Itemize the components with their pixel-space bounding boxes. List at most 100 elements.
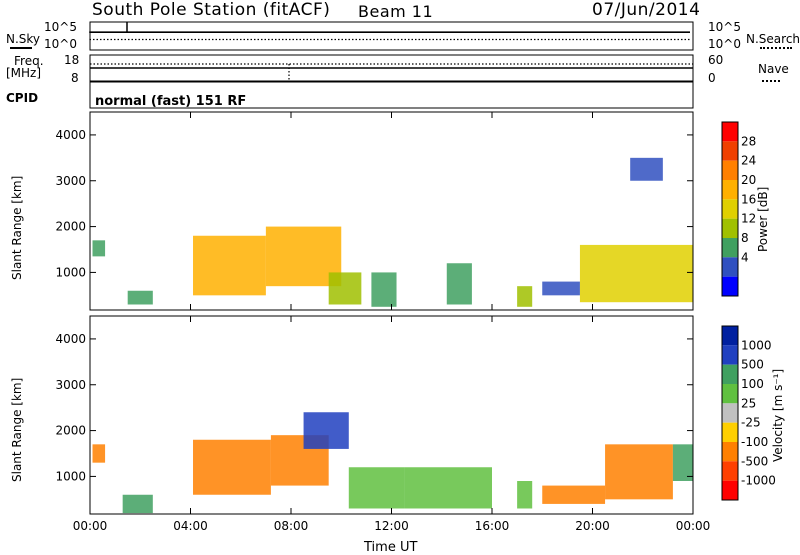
- station-title: South Pole Station (fitACF): [92, 0, 331, 20]
- nave-legend-line: [762, 80, 780, 82]
- freq-unit-label: [MHz]: [6, 66, 42, 80]
- power-ytick-label-2: 3000: [55, 174, 86, 188]
- date-label: 07/Jun/2014: [592, 0, 701, 20]
- velocity-ytick-label-2: 3000: [55, 378, 86, 392]
- nsearch-tick-bottom: 10^0: [708, 37, 741, 51]
- velocity-colorbar-tick-4: -25: [741, 416, 761, 430]
- nsearch-legend-line: [760, 47, 792, 49]
- xtick-label-2: 08:00: [274, 519, 309, 533]
- power-colorbar-seg-8: [722, 276, 738, 296]
- velocity-colorbar-tick-5: -100: [741, 435, 768, 449]
- velocity-colorbar-seg-5: [722, 422, 738, 442]
- mode-text: normal (fast) 151 RF: [95, 94, 247, 109]
- power-patch-2: [193, 235, 266, 296]
- velocity-colorbar-seg-3: [722, 384, 738, 404]
- power-colorbar-seg-4: [722, 199, 738, 219]
- power-scale-title: Power [dB]: [756, 186, 770, 252]
- velocity-colorbar-seg-7: [722, 461, 738, 481]
- velocity-colorbar-tick-2: 100: [741, 377, 764, 391]
- nsky-legend-line: [10, 47, 32, 49]
- velocity-patch-9: [605, 444, 673, 500]
- power-ytick-label-0: 1000: [55, 265, 86, 279]
- power-patch-6: [446, 263, 472, 305]
- power-ytick-label-3: 4000: [55, 128, 86, 142]
- velocity-ytick-label-0: 1000: [55, 469, 86, 483]
- cpid-panel-frame: [89, 81, 694, 109]
- power-patch-1: [127, 290, 153, 305]
- power-colorbar-seg-1: [722, 141, 738, 161]
- xtick-label-4: 16:00: [475, 519, 510, 533]
- velocity-patch-1: [122, 494, 153, 514]
- velocity-patch-0: [92, 444, 106, 463]
- nsearch-label: N.Search: [746, 32, 800, 46]
- power-colorbar-tick-2: 20: [741, 173, 756, 187]
- velocity-colorbar-seg-0: [722, 326, 738, 346]
- velocity-patch-7: [517, 481, 533, 509]
- freq-tick-bottom: 8: [71, 71, 79, 85]
- velocity-ytick-label-3: 4000: [55, 332, 86, 346]
- velocity-colorbar-frame: [721, 325, 739, 501]
- velocity-colorbar-tick-6: -500: [741, 454, 768, 468]
- velocity-ytick-label-1: 2000: [55, 424, 86, 438]
- power-colorbar-seg-5: [722, 218, 738, 238]
- power-colorbar-tick-0: 28: [741, 134, 756, 148]
- nsky-panel-frame: [89, 21, 694, 51]
- power-colorbar-tick-5: 8: [741, 231, 749, 245]
- velocity-patch-8: [542, 485, 606, 504]
- power-ylabel: Slant Range [km]: [10, 175, 24, 280]
- power-ytick-label-1: 2000: [55, 220, 86, 234]
- xtick-label-1: 04:00: [173, 519, 208, 533]
- xtick-label-3: 12:00: [374, 519, 409, 533]
- velocity-ylabel: Slant Range [km]: [10, 377, 24, 482]
- nave-tick-top: 60: [708, 53, 724, 67]
- power-colorbar-tick-1: 24: [741, 154, 756, 168]
- xaxis-title: Time UT: [364, 540, 418, 555]
- freq-label: Freq.: [14, 54, 44, 68]
- nsky-line: [89, 31, 690, 33]
- power-colorbar-frame: [721, 121, 739, 297]
- power-colorbar-tick-4: 12: [741, 212, 756, 226]
- cpid-label: CPID: [6, 91, 39, 105]
- nsky-tick-top: 10^5: [44, 20, 77, 34]
- power-patch-0: [92, 240, 106, 257]
- xtick-label-0: 00:00: [73, 519, 108, 533]
- velocity-colorbar-seg-2: [722, 364, 738, 384]
- velocity-colorbar-seg-8: [722, 480, 738, 500]
- beam-label: Beam 11: [358, 2, 434, 21]
- velocity-patch-5: [348, 467, 405, 509]
- velocity-colorbar-seg-6: [722, 442, 738, 462]
- power-colorbar-seg-2: [722, 160, 738, 180]
- power-colorbar-tick-6: 4: [741, 250, 749, 264]
- power-colorbar-seg-6: [722, 238, 738, 258]
- power-colorbar-seg-0: [722, 122, 738, 142]
- velocity-patch-10: [672, 444, 693, 481]
- power-patch-9: [579, 244, 693, 303]
- velocity-colorbar-tick-7: -1000: [741, 474, 776, 488]
- nave-label: Nave: [758, 62, 789, 76]
- velocity-scale-title: Velocity [m s⁻¹]: [771, 368, 785, 462]
- power-colorbar-seg-7: [722, 257, 738, 277]
- power-patch-7: [517, 286, 533, 307]
- power-patch-5: [371, 272, 397, 307]
- nsearch-tick-top: 10^5: [708, 20, 741, 34]
- velocity-patch-4: [303, 412, 349, 449]
- nsky-label: N.Sky: [6, 32, 41, 46]
- power-patch-4: [328, 272, 362, 305]
- nave-tick-bottom: 0: [708, 71, 716, 85]
- velocity-colorbar-tick-0: 1000: [741, 338, 772, 352]
- power-patch-10: [630, 157, 663, 181]
- xtick-label-5: 20:00: [575, 519, 610, 533]
- velocity-patch-2: [193, 439, 271, 495]
- velocity-colorbar-tick-3: 25: [741, 396, 756, 410]
- velocity-colorbar-seg-1: [722, 345, 738, 365]
- velocity-colorbar-seg-4: [722, 403, 738, 423]
- freq-tick-top: 18: [64, 53, 80, 67]
- power-patch-8: [542, 281, 580, 296]
- velocity-colorbar-tick-1: 500: [741, 358, 764, 372]
- power-colorbar-tick-3: 16: [741, 192, 756, 206]
- power-colorbar-seg-3: [722, 180, 738, 200]
- velocity-patch-6: [404, 467, 492, 509]
- xtick-label-6: 00:00: [676, 519, 711, 533]
